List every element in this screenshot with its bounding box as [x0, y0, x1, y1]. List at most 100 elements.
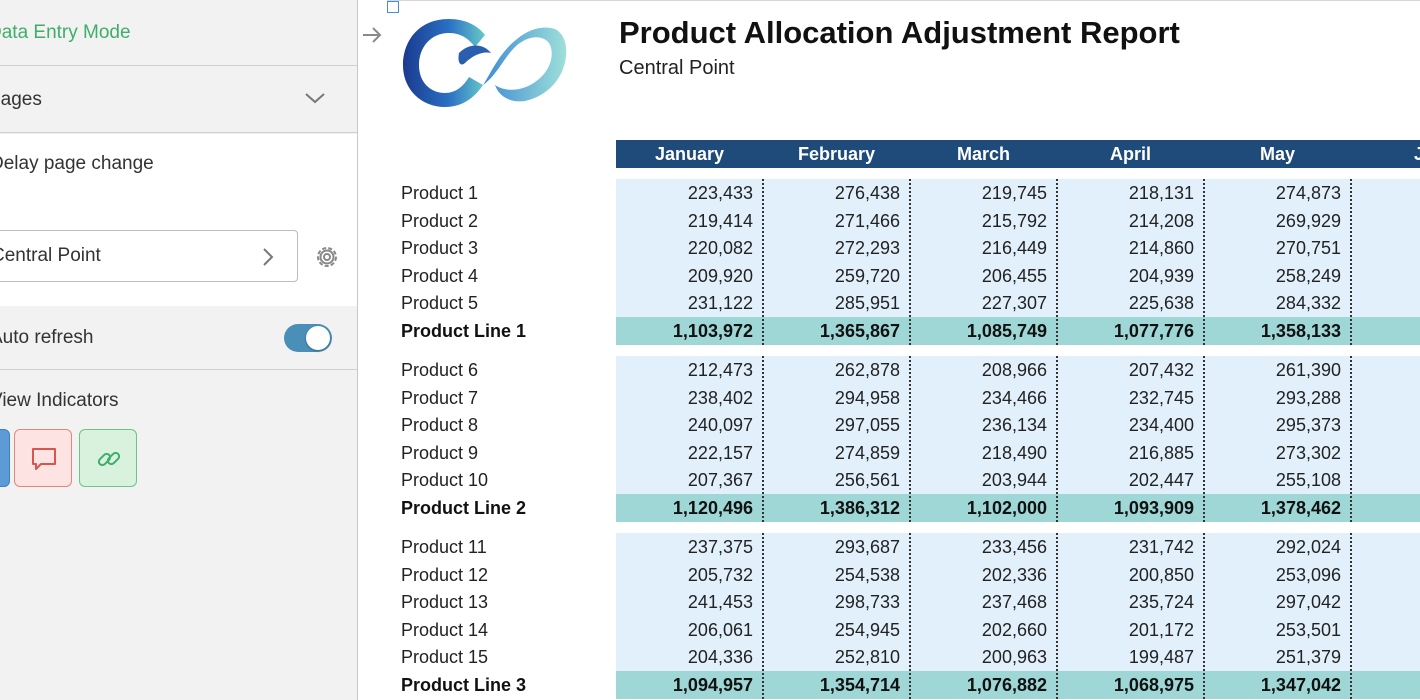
indicator-blue-button[interactable]: [0, 429, 10, 487]
data-cell[interactable]: 253,501: [1275, 619, 1341, 640]
data-cell[interactable]: 231,742: [1128, 537, 1194, 557]
data-cell[interactable]: 285,951: [834, 293, 900, 314]
data-cell[interactable]: 251,379: [1275, 647, 1341, 668]
data-cell[interactable]: 206,061: [687, 619, 753, 640]
data-cell[interactable]: 274,873: [1275, 183, 1341, 203]
data-cell[interactable]: 214,208: [1128, 210, 1194, 231]
data-cell[interactable]: 284,332: [1275, 293, 1341, 314]
data-cell[interactable]: 216,885: [1128, 442, 1194, 463]
data-cell[interactable]: 253,096: [1275, 564, 1341, 585]
data-cell[interactable]: 207,432: [1128, 360, 1194, 380]
data-cell[interactable]: 215,792: [981, 210, 1047, 231]
data-cell[interactable]: 259,720: [834, 265, 900, 286]
data-cell[interactable]: 241,453: [687, 592, 753, 613]
data-cell[interactable]: 254,945: [834, 619, 900, 640]
data-cell[interactable]: 227,307: [981, 293, 1047, 314]
data-cell[interactable]: 225,638: [1128, 293, 1194, 314]
data-cell[interactable]: 209,920: [687, 265, 753, 286]
gear-icon[interactable]: [312, 242, 342, 272]
total-cell: 1,093,909: [1113, 498, 1194, 518]
data-cell[interactable]: 294,958: [834, 387, 900, 408]
row-label: Product 14: [401, 619, 489, 640]
data-entry-mode-item[interactable]: Data Entry Mode: [0, 0, 357, 66]
data-cell[interactable]: 214,860: [1128, 238, 1194, 259]
data-cell[interactable]: 240,097: [687, 415, 753, 436]
data-cell[interactable]: 223,433: [687, 183, 753, 203]
total-cell: 1,378,462: [1260, 498, 1341, 518]
data-cell[interactable]: 252,810: [834, 647, 900, 668]
row-label: Product 8: [401, 415, 479, 436]
data-cell[interactable]: 269,929: [1275, 210, 1341, 231]
column-header[interactable]: Ju: [1351, 144, 1420, 165]
data-cell[interactable]: 231,122: [687, 293, 753, 314]
data-cell[interactable]: 203,944: [981, 470, 1047, 491]
entity-selector[interactable]: Central Point: [0, 230, 298, 282]
data-cell[interactable]: 202,660: [981, 619, 1047, 640]
column-header[interactable]: February: [797, 144, 876, 164]
column-header[interactable]: January: [654, 144, 725, 164]
total-cell: 1,068,975: [1113, 675, 1194, 695]
data-cell[interactable]: 297,055: [834, 415, 900, 436]
data-cell[interactable]: 199,487: [1128, 647, 1194, 668]
column-header[interactable]: March: [956, 144, 1010, 164]
data-cell[interactable]: 207,367: [687, 470, 753, 491]
data-cell[interactable]: 270,751: [1275, 238, 1341, 259]
data-cell[interactable]: 238,402: [687, 387, 753, 408]
data-cell[interactable]: 262,878: [834, 360, 900, 380]
data-cell[interactable]: 234,466: [981, 387, 1047, 408]
data-cell[interactable]: 293,687: [834, 537, 900, 557]
total-cell: 1,1: [1351, 498, 1420, 519]
data-cell[interactable]: 261,390: [1275, 360, 1341, 380]
data-cell[interactable]: 200,850: [1128, 564, 1194, 585]
data-cell[interactable]: 202,447: [1128, 470, 1194, 491]
data-cell[interactable]: 235,724: [1128, 592, 1194, 613]
data-cell[interactable]: 212,473: [687, 360, 753, 380]
selection-handle[interactable]: [387, 1, 399, 13]
data-cell[interactable]: 237,375: [687, 537, 753, 557]
column-header[interactable]: May: [1259, 144, 1295, 164]
data-cell[interactable]: 204,939: [1128, 265, 1194, 286]
data-cell[interactable]: 218,131: [1128, 183, 1194, 203]
data-cell[interactable]: 232,745: [1128, 387, 1194, 408]
data-cell[interactable]: 271,466: [834, 210, 900, 231]
data-cell[interactable]: 236,134: [981, 415, 1047, 436]
data-cell[interactable]: 298,733: [834, 592, 900, 613]
toggle-knob: [306, 326, 330, 350]
data-cell[interactable]: 220,082: [687, 238, 753, 259]
data-cell[interactable]: 205,732: [687, 564, 753, 585]
data-cell[interactable]: 218,490: [981, 442, 1047, 463]
data-cell[interactable]: 293,288: [1275, 387, 1341, 408]
data-cell[interactable]: 297,042: [1275, 592, 1341, 613]
comment-indicator-button[interactable]: [14, 429, 72, 487]
arrow-right-icon[interactable]: [361, 24, 383, 46]
data-cell[interactable]: 292,024: [1275, 537, 1341, 557]
auto-refresh-toggle[interactable]: [284, 324, 332, 352]
data-cell[interactable]: 295,373: [1275, 415, 1341, 436]
data-cell[interactable]: 208,966: [981, 360, 1047, 380]
data-cell[interactable]: 255,108: [1275, 470, 1341, 491]
data-cell[interactable]: 276,438: [834, 183, 900, 203]
link-indicator-button[interactable]: [79, 429, 137, 487]
data-cell[interactable]: 274,859: [834, 442, 900, 463]
data-cell[interactable]: 222,157: [687, 442, 753, 463]
data-cell[interactable]: 219,745: [981, 183, 1047, 203]
data-cell[interactable]: 237,468: [981, 592, 1047, 613]
data-cell[interactable]: 273,302: [1275, 442, 1341, 463]
pages-dropdown[interactable]: Pages: [0, 67, 357, 133]
data-cell[interactable]: 216,449: [981, 238, 1047, 259]
data-cell[interactable]: 202,336: [981, 564, 1047, 585]
delay-page-change-label[interactable]: Delay page change: [0, 153, 154, 174]
column-header[interactable]: April: [1109, 144, 1151, 164]
data-cell[interactable]: 219,414: [687, 210, 753, 231]
data-cell[interactable]: 258,249: [1275, 265, 1341, 286]
data-cell[interactable]: 254,538: [834, 564, 900, 585]
data-cell[interactable]: 204,336: [687, 647, 753, 668]
data-cell[interactable]: 233,456: [981, 537, 1047, 557]
row-label: Product 9: [401, 442, 479, 463]
data-cell[interactable]: 256,561: [834, 470, 900, 491]
data-cell[interactable]: 200,963: [981, 647, 1047, 668]
data-cell[interactable]: 206,455: [981, 265, 1047, 286]
data-cell[interactable]: 201,172: [1128, 619, 1194, 640]
data-cell[interactable]: 234,400: [1128, 415, 1194, 436]
data-cell[interactable]: 272,293: [834, 238, 900, 259]
